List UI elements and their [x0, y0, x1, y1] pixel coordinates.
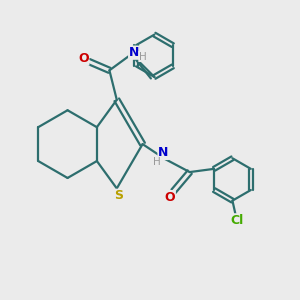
- Text: O: O: [78, 52, 89, 65]
- Text: O: O: [165, 190, 175, 204]
- Text: H: H: [139, 52, 147, 61]
- Text: N: N: [129, 46, 139, 59]
- Text: H: H: [153, 158, 161, 167]
- Text: N: N: [158, 146, 168, 159]
- Text: S: S: [114, 189, 123, 202]
- Text: Cl: Cl: [230, 214, 244, 227]
